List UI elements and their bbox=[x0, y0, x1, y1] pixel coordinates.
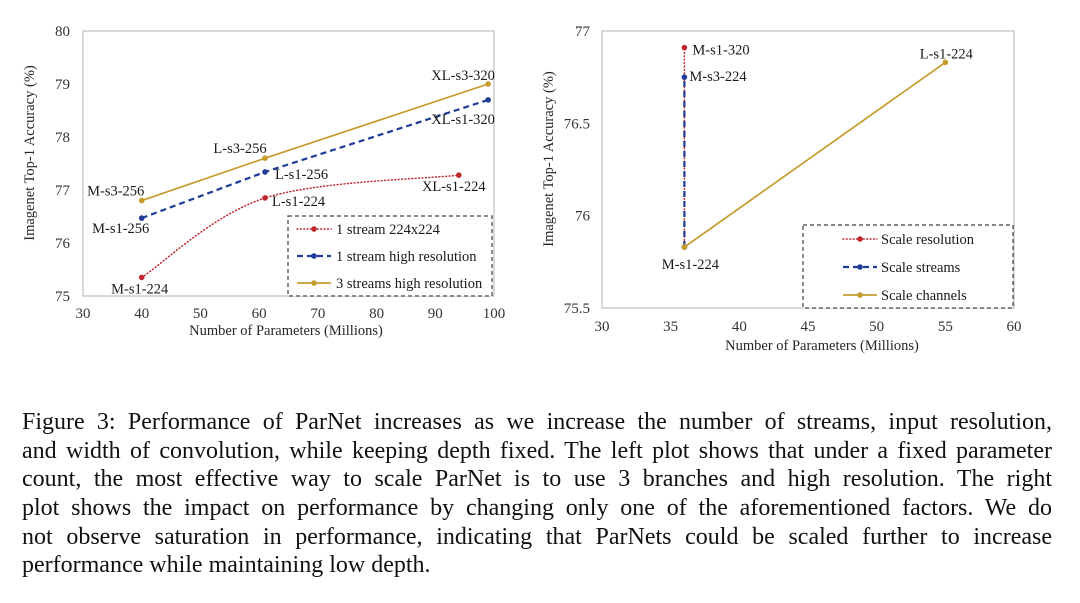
right-chart-x-tick-label: 30 bbox=[595, 319, 610, 335]
right-chart-legend-label: Scale resolution bbox=[881, 232, 975, 248]
right-chart-x-tick-label: 50 bbox=[869, 319, 884, 335]
right-chart-legend-label: Scale channels bbox=[881, 288, 967, 304]
left-chart-data-point bbox=[138, 215, 145, 221]
right-chart-x-tick-label: 55 bbox=[938, 319, 953, 335]
right-chart-legend-marker bbox=[857, 236, 863, 242]
left-chart-legend-label: 3 streams high resolution bbox=[336, 276, 483, 292]
left-chart-point-label: M-s1-256 bbox=[92, 221, 149, 237]
left-chart-y-tick-label: 77 bbox=[55, 183, 71, 199]
caption-line: count, the most effective way to scale P… bbox=[22, 465, 1052, 494]
caption-line: Figure 3: Performance of ParNet increase… bbox=[22, 408, 1052, 437]
left-chart-y-axis-title: Imagenet Top-1 Accuracy (%) bbox=[22, 65, 38, 241]
figure-caption: Figure 3: Performance of ParNet increase… bbox=[22, 408, 1052, 580]
left-chart-data-point bbox=[138, 274, 145, 281]
right-chart-data-point bbox=[681, 244, 688, 250]
caption-line: and width of convolution, while keeping … bbox=[22, 437, 1052, 466]
left-chart-point-label: XL-s3-320 bbox=[431, 68, 495, 84]
left-chart-point-label: XL-s1-320 bbox=[431, 112, 495, 128]
right-chart-legend-label: Scale streams bbox=[881, 260, 961, 276]
right-chart-point-label: M-s1-224 bbox=[662, 257, 720, 273]
left-chart-x-tick-label: 70 bbox=[310, 306, 325, 322]
left-chart-legend: 1 stream 224x224 1 stream high resolution… bbox=[287, 215, 493, 297]
right-chart-data-point bbox=[942, 59, 949, 66]
left-chart-x-axis-title: Number of Parameters (Millions) bbox=[189, 323, 383, 339]
left-chart-point-label: L-s3-256 bbox=[213, 141, 266, 157]
right-chart-data-point bbox=[681, 44, 688, 51]
left-chart-legend-marker bbox=[311, 280, 317, 286]
left-chart-x-tick-label: 80 bbox=[369, 306, 384, 322]
left-chart-legend-label: 1 stream high resolution bbox=[336, 249, 477, 265]
caption-line-text: Figure 3: Performance of ParNet increase… bbox=[22, 409, 1052, 435]
left-chart-y-tick-label: 79 bbox=[55, 77, 70, 93]
left-chart-legend-marker bbox=[311, 253, 317, 259]
left-chart-point-label: L-s1-256 bbox=[275, 167, 328, 183]
right-chart-point-label: M-s3-224 bbox=[689, 69, 747, 85]
left-chart-y-tick-label: 75 bbox=[55, 289, 70, 305]
caption-line-text: not observe saturation in performance, i… bbox=[22, 523, 1052, 550]
right-chart-x-tick-label: 45 bbox=[801, 319, 816, 335]
left-chart-legend-label: 1 stream 224x224 bbox=[336, 222, 441, 238]
left-chart-x-tick-label: 60 bbox=[252, 306, 267, 322]
left-chart-data-point bbox=[485, 97, 491, 103]
right-chart: 75.5 76 76.5 77 30 35 40 45 50 55 60 Number of Para… bbox=[541, 24, 1022, 354]
right-chart-x-tick-label: 60 bbox=[1007, 319, 1022, 335]
left-chart-point-label: M-s3-256 bbox=[87, 184, 144, 200]
right-chart-x-tick-label: 40 bbox=[732, 319, 747, 335]
right-chart-x-tick-label: 35 bbox=[663, 319, 678, 335]
left-chart-y-tick-label: 76 bbox=[55, 236, 71, 252]
caption-line-text: performance while maintaining low depth. bbox=[22, 552, 431, 579]
right-chart-y-tick-label: 76.5 bbox=[564, 116, 590, 132]
left-chart-data-point bbox=[485, 81, 491, 87]
caption-line: plot shows the impact on performance by … bbox=[22, 494, 1052, 523]
right-chart-y-tick-label: 75.5 bbox=[564, 301, 590, 317]
left-chart-point-label: M-s1-224 bbox=[111, 281, 169, 297]
right-chart-legend: Scale resolution Scale streams Scale chann… bbox=[802, 224, 1014, 309]
left-chart-y-tick-label: 80 bbox=[55, 24, 70, 40]
right-chart-data-point bbox=[681, 74, 688, 80]
right-chart-point-label: M-s1-320 bbox=[692, 43, 749, 59]
left-chart-x-tick-label: 50 bbox=[193, 306, 208, 322]
left-chart-point-label: XL-s1-224 bbox=[422, 179, 486, 195]
right-chart-legend-marker bbox=[857, 292, 863, 298]
left-chart-x-tick-label: 40 bbox=[134, 306, 149, 322]
caption-line-text: and width of convolution, while keeping … bbox=[22, 437, 1052, 464]
left-chart-data-point bbox=[262, 195, 268, 201]
caption-line: not observe saturation in performance, i… bbox=[22, 523, 1052, 552]
left-chart: 75 76 77 78 79 80 30 40 50 60 70 80 90 100 Number of P… bbox=[22, 24, 505, 339]
left-chart-data-point bbox=[262, 155, 268, 161]
left-chart-y-tick-label: 78 bbox=[55, 130, 70, 146]
left-chart-data-point bbox=[455, 172, 462, 178]
caption-line-text: count, the most effective way to scale P… bbox=[22, 466, 1052, 493]
left-chart-data-point bbox=[138, 197, 145, 204]
right-chart-legend-box bbox=[802, 224, 1014, 309]
right-chart-line-scale-channels bbox=[683, 61, 946, 248]
right-chart-point-label: L-s1-224 bbox=[920, 46, 974, 62]
left-chart-x-tick-label: 90 bbox=[428, 306, 443, 322]
right-chart-y-tick-label: 77 bbox=[575, 24, 591, 40]
left-chart-x-tick-label: 30 bbox=[76, 306, 91, 322]
left-chart-x-tick-label: 100 bbox=[483, 306, 506, 322]
right-chart-legend-marker bbox=[857, 264, 863, 270]
right-chart-x-axis-title: Number of Parameters (Millions) bbox=[725, 338, 919, 354]
caption-line-text: plot shows the impact on performance by … bbox=[22, 495, 1052, 522]
left-chart-point-label: L-s1-224 bbox=[272, 194, 326, 210]
left-chart-data-point bbox=[262, 169, 268, 175]
right-chart-y-axis-title: Imagenet Top-1 Accuracy (%) bbox=[541, 71, 557, 247]
figure-charts: 75 76 77 78 79 80 30 40 50 60 70 80 90 100 Number of P… bbox=[22, 24, 1022, 354]
left-chart-legend-marker bbox=[311, 226, 317, 232]
right-chart-y-tick-label: 76 bbox=[575, 209, 591, 225]
caption-line: performance while maintaining low depth. bbox=[22, 551, 1052, 580]
